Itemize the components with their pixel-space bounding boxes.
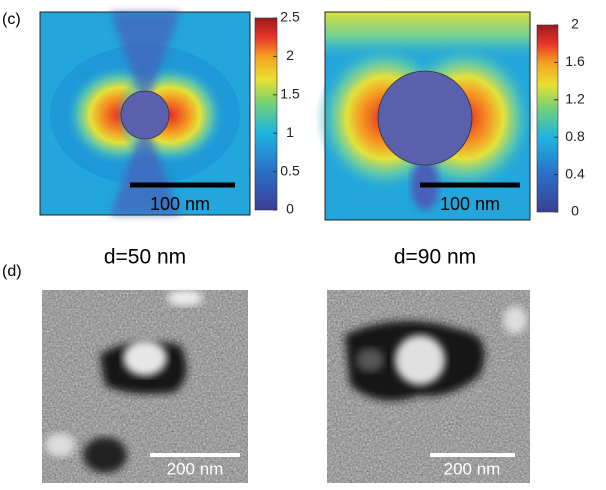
colorbar-tick-label: 0.8 — [565, 128, 585, 144]
colorbar-tick-label: 1 — [286, 124, 294, 140]
colorbar-tick-label: 1.2 — [565, 91, 585, 107]
field-map: 100 nm — [315, 11, 535, 221]
colorbar-tick-label: 2 — [571, 16, 579, 32]
caption: d=50 nm — [104, 246, 186, 269]
scale-bar-label: 100 nm — [440, 194, 500, 214]
panel-label: (c) — [2, 11, 21, 28]
colorbar — [536, 24, 559, 213]
scale-bar-label: 100 nm — [150, 194, 210, 214]
colorbar-tick-label: 0 — [571, 203, 579, 219]
sem-image: 200 nm — [327, 290, 530, 483]
colorbar — [254, 17, 278, 211]
colorbar-tick-label: 1.5 — [280, 86, 300, 102]
scale-bar-label: 200 nm — [167, 459, 224, 478]
field-map: 100 nm — [39, 11, 251, 216]
panel-label: (d) — [2, 263, 22, 280]
colorbar-tick-label: 2.5 — [280, 9, 300, 25]
colorbar-tick-label: 1.6 — [565, 53, 585, 69]
sem-image: 200 nm — [42, 290, 248, 483]
colorbar-tick-label: 0.5 — [280, 162, 300, 178]
colorbar-tick-label: 0.4 — [565, 165, 585, 181]
colorbar-tick-label: 0 — [286, 201, 294, 217]
scale-bar-label: 200 nm — [444, 459, 501, 478]
caption: d=90 nm — [394, 246, 476, 269]
colorbar-tick-label: 2 — [286, 47, 294, 63]
